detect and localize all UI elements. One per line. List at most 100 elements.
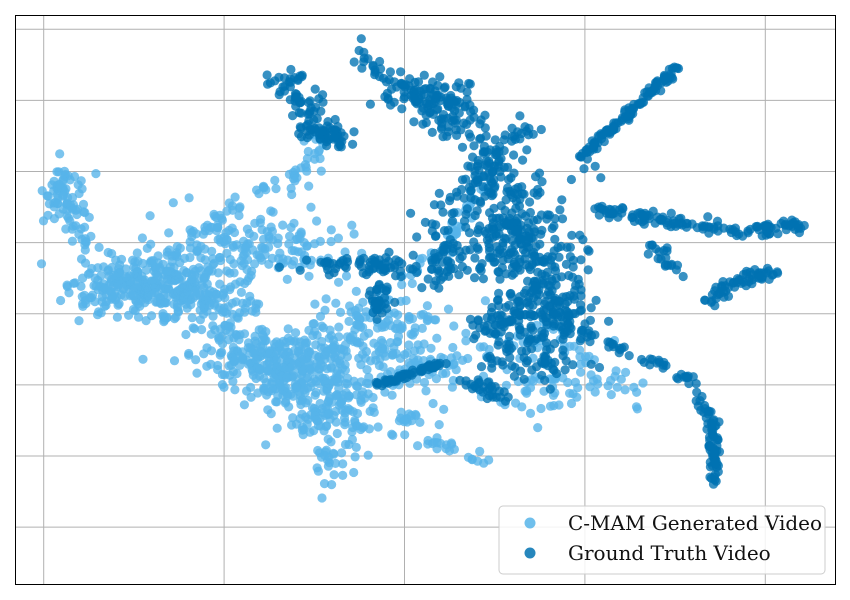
chart-legend: C-MAM Generated Video Ground Truth Video [498,505,826,575]
data-point [428,398,438,409]
data-point [345,405,355,415]
data-point [549,319,560,329]
data-point [671,265,682,275]
scatter-points [36,34,809,503]
data-point [287,246,297,256]
data-point [235,202,245,212]
data-point [765,229,775,239]
data-point [586,359,596,369]
data-point [78,299,88,309]
data-point [647,240,657,250]
data-point [78,273,88,283]
data-point [380,92,390,102]
data-point [213,223,223,233]
data-point [536,403,546,414]
data-point [413,355,423,365]
data-point [120,291,130,301]
data-point [434,188,444,198]
data-point [447,382,457,392]
data-point [317,321,327,331]
data-point [495,392,505,402]
data-point [112,312,122,322]
data-point [170,269,180,280]
data-point [38,216,49,226]
data-point [338,255,348,265]
data-point [320,354,330,364]
data-point [718,287,729,297]
data-point [554,400,564,410]
data-point [196,241,206,251]
data-point [295,391,305,401]
data-point [313,466,323,476]
data-point [350,417,360,427]
data-point [94,242,104,252]
data-point [528,300,538,310]
data-point [147,311,157,321]
data-point [456,83,466,93]
data-point [586,303,596,313]
data-point [494,229,504,239]
data-point [574,279,584,289]
data-point [423,274,433,284]
data-point [278,347,288,357]
data-point [228,242,238,252]
data-point [291,165,301,175]
data-point [464,78,474,89]
data-point [314,364,324,374]
data-point [458,355,468,365]
data-point [431,315,441,325]
data-point [639,212,649,222]
data-point [173,306,183,316]
data-point [265,348,275,358]
data-point [495,314,505,324]
data-point [93,310,103,320]
data-point [470,253,480,263]
data-point [324,393,334,404]
data-point [566,398,577,409]
data-point [457,251,467,261]
data-point [509,258,519,268]
data-point [333,377,343,387]
data-point [488,327,499,337]
data-point [304,181,314,191]
data-point [486,176,496,186]
data-point [360,393,370,403]
data-point [192,368,202,378]
data-point [188,323,198,333]
data-point [283,324,293,334]
data-point [505,186,515,196]
data-point [334,138,344,148]
data-point [332,357,342,367]
data-point [332,428,342,439]
data-point [55,149,65,159]
data-point [495,274,505,284]
data-point [274,72,284,82]
data-point [587,136,597,146]
data-point [150,288,160,298]
data-point [101,300,111,310]
data-point [575,345,585,355]
data-point [365,406,375,416]
data-point [439,114,449,124]
data-point [271,184,281,194]
data-point [505,248,515,258]
data-point [432,105,442,115]
data-point [562,306,572,317]
data-point [250,336,260,346]
data-point [462,119,472,129]
data-point [349,127,359,137]
data-point [128,290,138,301]
data-point [271,397,281,407]
data-point [394,256,404,267]
data-point [190,266,200,276]
data-point [276,355,286,365]
data-point [426,90,436,100]
data-point [400,430,410,440]
data-point [74,316,84,326]
data-point [495,249,505,259]
data-point [227,298,237,308]
data-point [317,336,327,347]
data-point [473,456,483,466]
data-point [441,444,451,454]
data-point [310,411,320,421]
